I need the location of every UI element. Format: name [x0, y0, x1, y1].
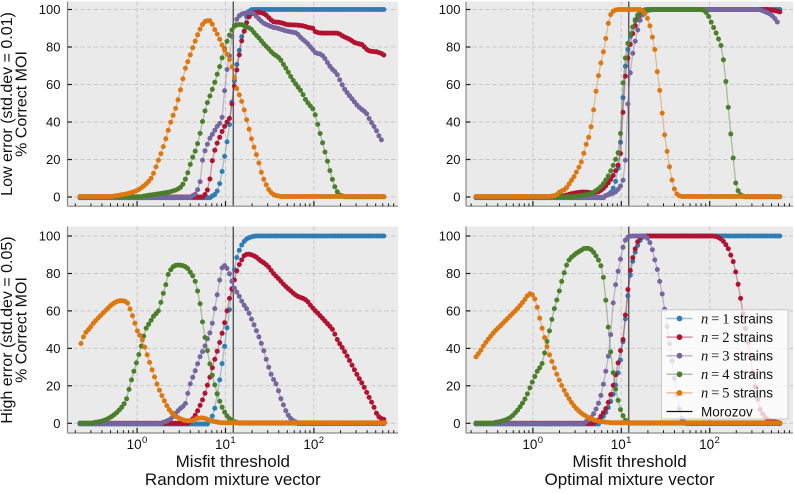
svg-text:High error (std.dev = 0.05): High error (std.dev = 0.05): [0, 236, 16, 423]
svg-text:80: 80: [446, 40, 460, 55]
svg-text:10: 10: [303, 437, 318, 452]
svg-text:60: 60: [46, 77, 60, 92]
svg-text:1: 1: [230, 435, 235, 446]
svg-text:2: 2: [319, 435, 324, 446]
svg-text:0: 0: [53, 416, 60, 431]
svg-text:20: 20: [46, 378, 60, 393]
svg-text:0: 0: [453, 190, 460, 205]
svg-text:Morozov: Morozov: [701, 404, 753, 419]
svg-text:80: 80: [46, 40, 60, 55]
svg-text:10: 10: [215, 437, 230, 452]
svg-text:80: 80: [446, 266, 460, 281]
svg-text:Misfit threshold: Misfit threshold: [572, 452, 686, 471]
svg-text:20: 20: [446, 152, 460, 167]
svg-text:Misfit threshold: Misfit threshold: [176, 452, 290, 471]
svg-text:0: 0: [53, 190, 60, 205]
svg-text:100: 100: [439, 229, 461, 244]
svg-text:40: 40: [446, 115, 460, 130]
svg-text:100: 100: [39, 2, 61, 17]
svg-text:n = 5 strains: n = 5 strains: [701, 386, 773, 402]
svg-text:0: 0: [453, 416, 460, 431]
svg-text:100: 100: [439, 2, 461, 17]
svg-text:40: 40: [46, 341, 60, 356]
svg-text:Random mixture vector: Random mixture vector: [145, 470, 321, 489]
svg-text:2: 2: [715, 435, 720, 446]
svg-text:40: 40: [446, 341, 460, 356]
svg-text:1: 1: [626, 435, 631, 446]
svg-text:% Correct MOI: % Correct MOI: [14, 277, 31, 383]
svg-text:10: 10: [699, 437, 714, 452]
svg-text:10: 10: [611, 437, 626, 452]
svg-text:20: 20: [446, 378, 460, 393]
svg-text:100: 100: [39, 229, 61, 244]
svg-text:n = 1 strains: n = 1 strains: [701, 311, 773, 327]
svg-text:40: 40: [46, 115, 60, 130]
svg-text:0: 0: [538, 435, 543, 446]
svg-text:n = 2 strains: n = 2 strains: [701, 330, 773, 346]
svg-text:0: 0: [142, 435, 147, 446]
svg-text:10: 10: [127, 437, 142, 452]
svg-text:20: 20: [46, 152, 60, 167]
svg-text:80: 80: [46, 266, 60, 281]
svg-text:n = 4 strains: n = 4 strains: [701, 367, 773, 383]
svg-text:60: 60: [446, 77, 460, 92]
svg-text:% Correct MOI: % Correct MOI: [14, 51, 31, 157]
svg-text:Low error (std.dev = 0.01): Low error (std.dev = 0.01): [0, 12, 16, 196]
svg-text:n = 3 strains: n = 3 strains: [701, 349, 773, 365]
svg-text:Optimal mixture vector: Optimal mixture vector: [544, 470, 714, 489]
svg-text:60: 60: [446, 303, 460, 318]
svg-text:60: 60: [46, 303, 60, 318]
svg-text:10: 10: [522, 437, 537, 452]
